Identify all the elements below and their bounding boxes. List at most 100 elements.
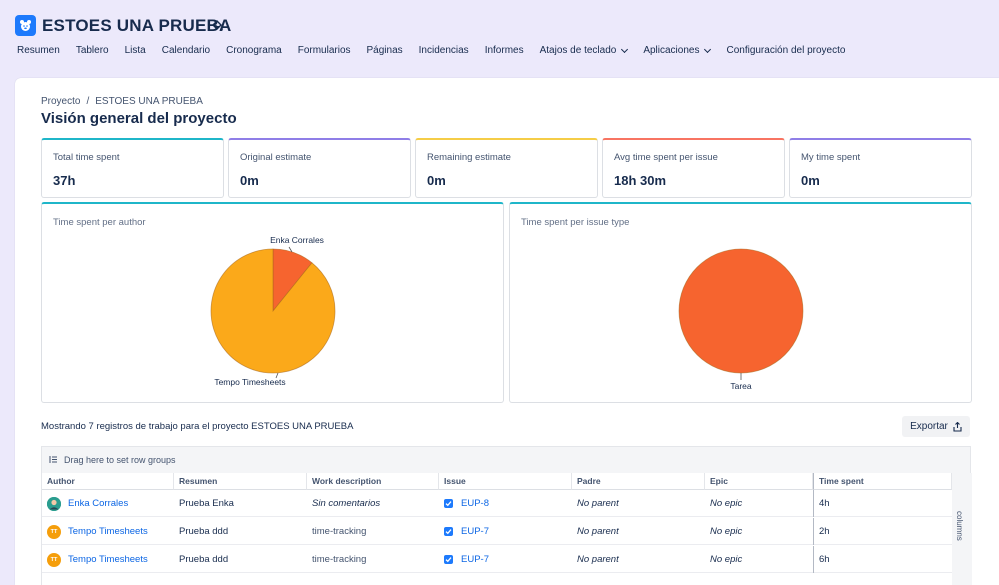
nav-item-incidencias[interactable]: Incidencias	[419, 44, 469, 58]
table-row[interactable]: Enka Corrales Prueba Enka Sin comentarios E…	[42, 490, 952, 517]
stat-value: 18h 30m	[614, 173, 667, 188]
author-cell: Enka Corrales	[42, 490, 174, 517]
avatar	[47, 496, 61, 511]
work-description-cell: time-tracking	[307, 546, 439, 573]
author-link[interactable]: Tempo Timesheets	[68, 554, 148, 565]
column-header[interactable]: Epic	[705, 473, 813, 490]
stat-value: 0m	[801, 173, 820, 188]
export-label: Exportar	[910, 421, 948, 432]
table-row[interactable]: TT Tempo Timesheets Prueba ddd time-trackin…	[42, 518, 952, 545]
nav-item-label: Resumen	[17, 45, 60, 56]
summary-cell: Prueba Enka	[179, 498, 234, 509]
stat-label: Avg time spent per issue	[614, 152, 718, 163]
nav-item-tablero[interactable]: Tablero	[76, 44, 109, 58]
author-chart-card: Time spent per author Enka Corrales Tempo…	[41, 202, 504, 403]
stat-label: Original estimate	[240, 152, 312, 163]
epic-cell: No epic	[710, 498, 743, 509]
pie-slice-tempo-timesheets[interactable]	[210, 248, 336, 374]
nav-item-label: Formularios	[297, 45, 351, 56]
nav-item-lista[interactable]: Lista	[125, 44, 146, 58]
nav-item-cronograma[interactable]: Cronograma	[226, 44, 282, 58]
nav-item-label: Páginas	[366, 45, 403, 56]
stat-value: 37h	[53, 173, 76, 188]
pie-label: Tarea	[730, 381, 752, 391]
chevron-down-icon	[704, 45, 712, 54]
stat-value: 0m	[240, 173, 259, 188]
nav-item-atajos-de-teclado[interactable]: Atajos de teclado	[540, 44, 629, 58]
worklog-table: Author Resumen Work description Issue Padre E…	[42, 473, 952, 585]
breadcrumb-root[interactable]: Proyecto	[41, 96, 81, 107]
columns-side-panel[interactable]: columns	[952, 473, 972, 585]
issue-link[interactable]: EUP-8	[461, 498, 489, 509]
column-header[interactable]: Resumen	[174, 473, 307, 490]
issue-type-chart-card: Time spent per issue type Tarea	[509, 202, 972, 403]
nav-item-label: Informes	[484, 45, 524, 56]
parent-cell: No parent	[577, 526, 619, 537]
nav-item-páginas[interactable]: Páginas	[367, 44, 403, 58]
nav-item-label: Calendario	[161, 45, 211, 56]
nav-item-label: Configuración del proyecto	[726, 45, 846, 56]
column-header[interactable]: Work description	[307, 473, 439, 490]
nav-item-configuración-del-proyecto[interactable]: Configuración del proyecto	[726, 44, 845, 58]
issue-cell: EUP-7	[439, 546, 572, 573]
nav-item-resumen[interactable]: Resumen	[17, 44, 60, 58]
columns-panel-label: columns	[955, 511, 964, 541]
epic-cell: No epic	[710, 554, 743, 565]
task-icon	[444, 555, 453, 564]
stat-label: Total time spent	[53, 152, 120, 163]
records-count-text: Mostrando 7 registros de trabajo para el…	[41, 421, 354, 432]
stat-label: Remaining estimate	[427, 152, 511, 163]
time-spent-cell: 2h	[813, 518, 952, 545]
project-header: ESTOES UNA PRUEBA Resumen Tablero Lista Cal…	[0, 0, 999, 70]
issue-type-chart-title: Time spent per issue type	[521, 217, 630, 228]
parent-cell: No parent	[577, 554, 619, 565]
author-link[interactable]: Enka Corrales	[68, 498, 129, 509]
work-description[interactable]: time-tracking	[312, 554, 367, 565]
stat-card: My time spent 0m	[789, 138, 972, 198]
project-avatar-icon[interactable]	[15, 15, 36, 36]
export-button[interactable]: Exportar	[902, 416, 970, 437]
work-description: Sin comentarios	[312, 498, 381, 509]
page-title: Visión general del proyecto	[41, 110, 237, 127]
column-header[interactable]: Issue	[439, 473, 572, 490]
stat-card: Total time spent 37h	[41, 138, 224, 198]
time-spent-cell: 4h	[813, 490, 952, 517]
nav-item-label: Tablero	[75, 45, 109, 56]
task-icon	[444, 527, 453, 536]
nav-item-informes[interactable]: Informes	[485, 44, 524, 58]
issue-link[interactable]: EUP-7	[461, 526, 489, 537]
summary-cell: Prueba ddd	[179, 554, 229, 565]
pie-label-leader	[275, 372, 279, 379]
chevron-down-icon	[621, 45, 629, 54]
issue-cell: EUP-7	[439, 518, 572, 545]
table-row[interactable]: TT Tempo Timesheets Prueba ddd time-trackin…	[42, 546, 952, 573]
column-header[interactable]: Time spent	[813, 473, 952, 490]
author-pie-chart: Enka Corrales Tempo Timesheets	[210, 235, 336, 387]
issue-cell: EUP-8	[439, 490, 572, 517]
issue-link[interactable]: EUP-7	[461, 554, 489, 565]
nav-item-aplicaciones[interactable]: Aplicaciones	[643, 44, 712, 58]
pie-slice-tarea[interactable]	[678, 248, 804, 374]
work-description-cell: Sin comentarios	[307, 490, 439, 517]
main-content: Proyecto / ESTOES UNA PRUEBA Visión gene…	[15, 78, 999, 585]
row-group-drop-zone[interactable]: Drag here to set row groups	[42, 447, 972, 472]
work-description[interactable]: time-tracking	[312, 526, 367, 537]
column-header[interactable]: Padre	[572, 473, 705, 490]
breadcrumb-current[interactable]: ESTOES UNA PRUEBA	[95, 96, 203, 107]
nav-item-formularios[interactable]: Formularios	[298, 44, 351, 58]
breadcrumb-separator: /	[86, 96, 90, 107]
breadcrumb: Proyecto / ESTOES UNA PRUEBA	[41, 96, 203, 107]
author-link[interactable]: Tempo Timesheets	[68, 526, 148, 537]
row-group-hint: Drag here to set row groups	[64, 454, 176, 465]
paint-bucket-icon[interactable]	[211, 19, 223, 33]
pie-label: Tempo Timesheets	[214, 377, 285, 387]
parent-cell: No parent	[577, 498, 619, 509]
nav-item-calendario[interactable]: Calendario	[162, 44, 210, 58]
stat-card: Remaining estimate 0m	[415, 138, 598, 198]
stat-label: My time spent	[801, 152, 861, 163]
stat-card: Avg time spent per issue 18h 30m	[602, 138, 785, 198]
epic-cell: No epic	[710, 526, 743, 537]
stat-value: 0m	[427, 173, 446, 188]
column-header[interactable]: Author	[42, 473, 174, 490]
issue-type-pie-chart: Tarea	[678, 248, 804, 391]
